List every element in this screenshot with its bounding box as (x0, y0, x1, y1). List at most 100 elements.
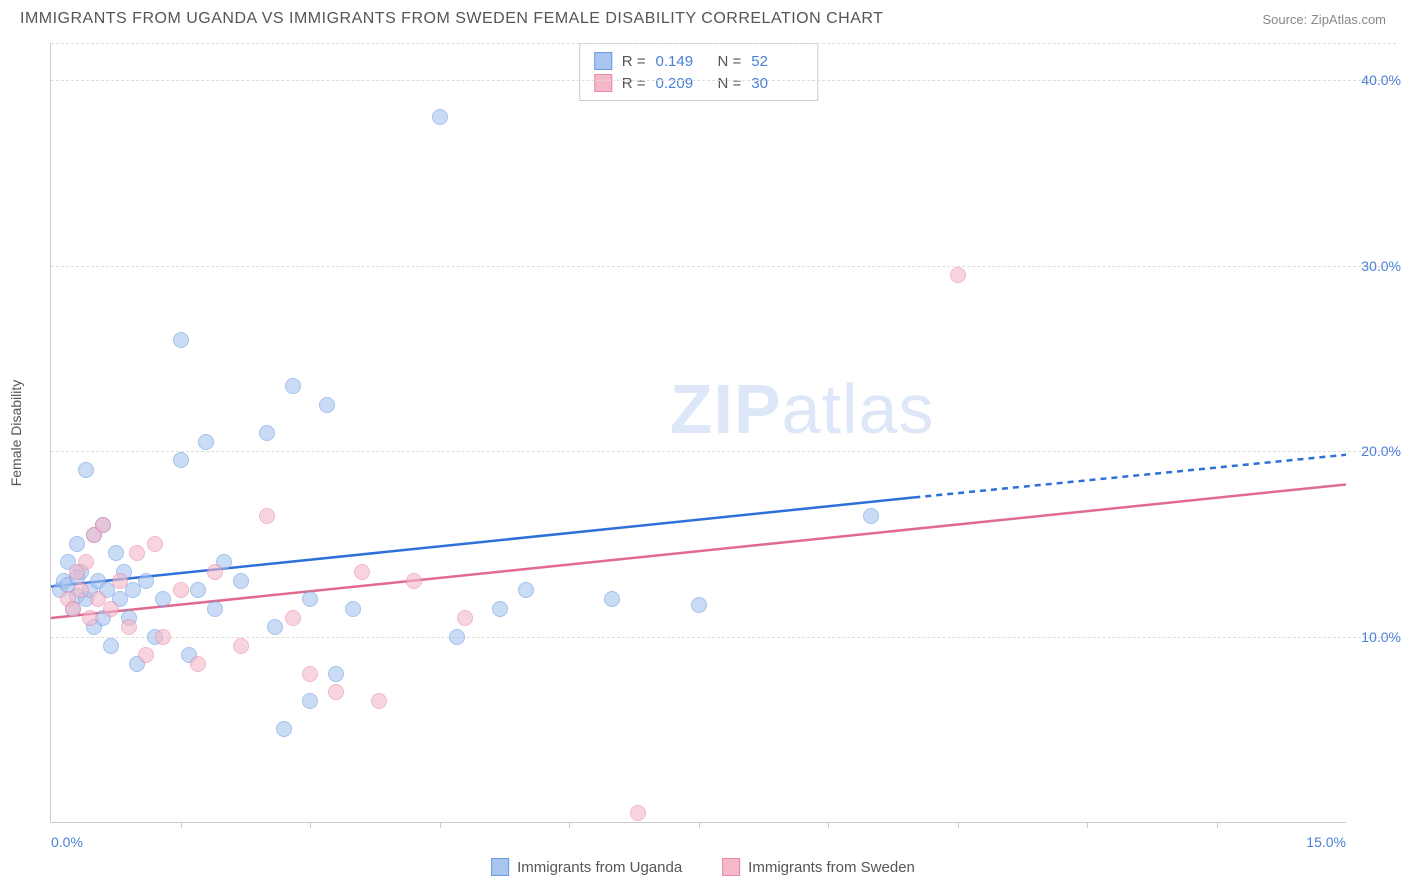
y-tick-label: 30.0% (1361, 258, 1401, 274)
x-tick (440, 822, 441, 828)
data-point (129, 545, 145, 561)
swatch-uganda (594, 52, 612, 70)
data-point (950, 267, 966, 283)
x-tick (828, 822, 829, 828)
data-point (138, 573, 154, 589)
y-axis-label: Female Disability (8, 379, 24, 486)
r-label: R = (622, 75, 646, 92)
data-point (73, 582, 89, 598)
x-tick (1087, 822, 1088, 828)
data-point (354, 564, 370, 580)
source-label: Source: ZipAtlas.com (1262, 12, 1386, 27)
data-point (328, 666, 344, 682)
y-tick-label: 40.0% (1361, 72, 1401, 88)
data-point (345, 601, 361, 617)
legend-row-uganda: R = 0.149 N = 52 (594, 50, 804, 72)
data-point (108, 545, 124, 561)
data-point (518, 582, 534, 598)
data-point (173, 332, 189, 348)
data-point (863, 508, 879, 524)
x-tick (181, 822, 182, 828)
n-value-uganda: 52 (751, 53, 803, 70)
legend-label-sweden: Immigrants from Sweden (748, 859, 915, 876)
data-point (432, 109, 448, 125)
x-tick (699, 822, 700, 828)
data-point (449, 629, 465, 645)
grid-line (51, 637, 1396, 638)
grid-line (51, 80, 1396, 81)
y-tick-label: 10.0% (1361, 629, 1401, 645)
data-point (259, 508, 275, 524)
data-point (138, 647, 154, 663)
data-point (328, 684, 344, 700)
scatter-chart: Female Disability ZIPatlas R = 0.149 N =… (50, 43, 1346, 823)
data-point (121, 619, 137, 635)
x-tick (310, 822, 311, 828)
x-tick (569, 822, 570, 828)
data-point (95, 517, 111, 533)
data-point (302, 693, 318, 709)
grid-line (51, 266, 1396, 267)
x-tick (958, 822, 959, 828)
data-point (285, 378, 301, 394)
y-tick-label: 20.0% (1361, 443, 1401, 459)
data-point (285, 610, 301, 626)
data-point (267, 619, 283, 635)
grid-line (51, 451, 1396, 452)
swatch-sweden (722, 858, 740, 876)
grid-line (51, 43, 1396, 44)
legend-item-sweden: Immigrants from Sweden (722, 858, 915, 876)
data-point (190, 656, 206, 672)
r-value-uganda: 0.149 (656, 53, 708, 70)
x-tick-label: 0.0% (51, 834, 83, 850)
data-point (233, 638, 249, 654)
data-point (207, 601, 223, 617)
data-point (82, 610, 98, 626)
data-point (207, 564, 223, 580)
stats-legend: R = 0.149 N = 52 R = 0.209 N = 30 (579, 43, 819, 101)
data-point (103, 601, 119, 617)
data-point (630, 805, 646, 821)
swatch-uganda (491, 858, 509, 876)
data-point (69, 536, 85, 552)
n-label: N = (718, 75, 742, 92)
data-point (155, 629, 171, 645)
data-point (147, 536, 163, 552)
data-point (173, 582, 189, 598)
data-point (233, 573, 249, 589)
x-tick-label: 15.0% (1306, 834, 1346, 850)
data-point (78, 462, 94, 478)
legend-row-sweden: R = 0.209 N = 30 (594, 72, 804, 94)
data-point (691, 597, 707, 613)
data-point (302, 666, 318, 682)
data-point (492, 601, 508, 617)
legend-label-uganda: Immigrants from Uganda (517, 859, 682, 876)
bottom-legend: Immigrants from Uganda Immigrants from S… (491, 858, 915, 876)
data-point (604, 591, 620, 607)
data-point (173, 452, 189, 468)
n-label: N = (718, 53, 742, 70)
data-point (371, 693, 387, 709)
data-point (65, 601, 81, 617)
data-point (112, 573, 128, 589)
n-value-sweden: 30 (751, 75, 803, 92)
swatch-sweden (594, 74, 612, 92)
data-point (78, 554, 94, 570)
data-point (190, 582, 206, 598)
trend-lines (51, 43, 1346, 822)
data-point (319, 397, 335, 413)
data-point (276, 721, 292, 737)
data-point (406, 573, 422, 589)
data-point (259, 425, 275, 441)
data-point (198, 434, 214, 450)
data-point (457, 610, 473, 626)
x-tick (1217, 822, 1218, 828)
legend-item-uganda: Immigrants from Uganda (491, 858, 682, 876)
data-point (103, 638, 119, 654)
data-point (302, 591, 318, 607)
watermark: ZIPatlas (670, 369, 935, 449)
chart-title: IMMIGRANTS FROM UGANDA VS IMMIGRANTS FRO… (20, 10, 883, 28)
r-value-sweden: 0.209 (656, 75, 708, 92)
data-point (155, 591, 171, 607)
r-label: R = (622, 53, 646, 70)
